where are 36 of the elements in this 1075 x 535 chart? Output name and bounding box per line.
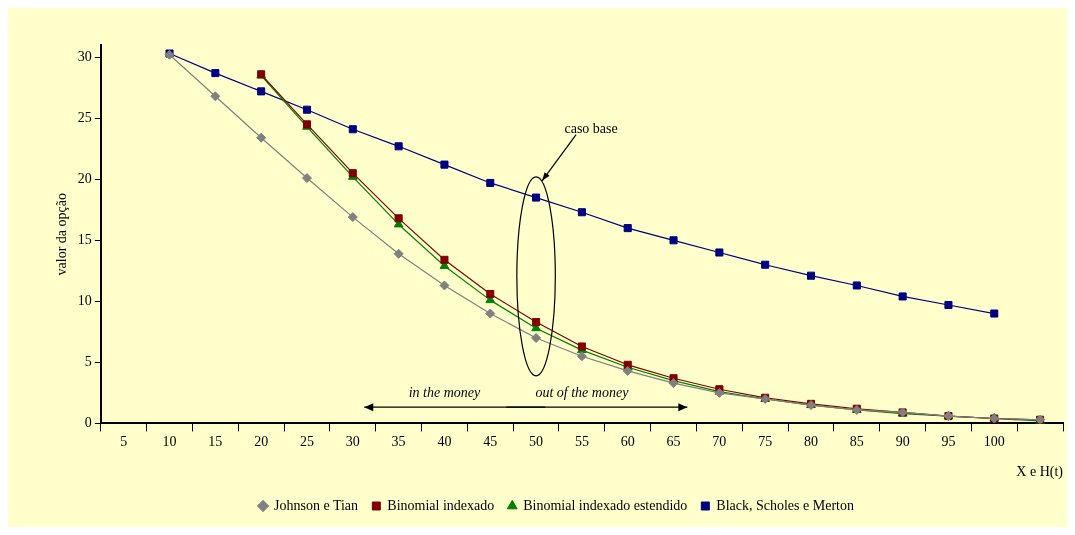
x-tick-label: 85 [849,434,864,450]
y-tick-label: 5 [84,354,92,370]
x-tick-label: 35 [391,434,406,450]
x-tick-label: 60 [620,434,635,450]
x-tick-label: 25 [299,434,314,450]
legend-label: Binomial indexado estendido [523,497,688,513]
y-tick-label: 0 [84,415,92,431]
y-tick-label: 30 [77,48,92,64]
legend-label: Black, Scholes e Merton [716,497,854,513]
x-tick-label: 75 [758,434,773,450]
legend-label: Johnson e Tian [274,497,359,513]
x-tick-label: 5 [120,434,128,450]
x-tick-label: 40 [437,434,452,450]
x-tick-label: 70 [712,434,727,450]
x-tick-label: 20 [254,434,269,450]
y-tick-label: 10 [77,293,92,309]
x-tick-label: 50 [529,434,544,450]
annotation: caso base [564,121,618,137]
x-tick-label: 90 [895,434,910,450]
x-axis-title: X e H(t) [1016,464,1064,481]
x-tick-label: 80 [804,434,818,450]
x-tick-label: 45 [483,434,498,450]
y-axis-title: valor da opção [54,192,70,276]
y-tick-label: 15 [77,231,92,247]
x-tick-label: 55 [574,434,589,450]
x-tick-label: 15 [208,434,223,450]
legend-label: Binomial indexado [387,497,495,513]
x-tick-label: 10 [162,434,177,450]
x-tick-label: 95 [941,434,956,450]
annotation: out of the money [535,384,630,400]
annotation: in the money [408,384,481,400]
x-tick-label: 30 [345,434,360,450]
y-tick-label: 20 [77,170,92,186]
x-tick-label: 100 [983,434,1005,450]
x-tick-label: 65 [666,434,681,450]
y-tick-label: 25 [77,109,92,125]
